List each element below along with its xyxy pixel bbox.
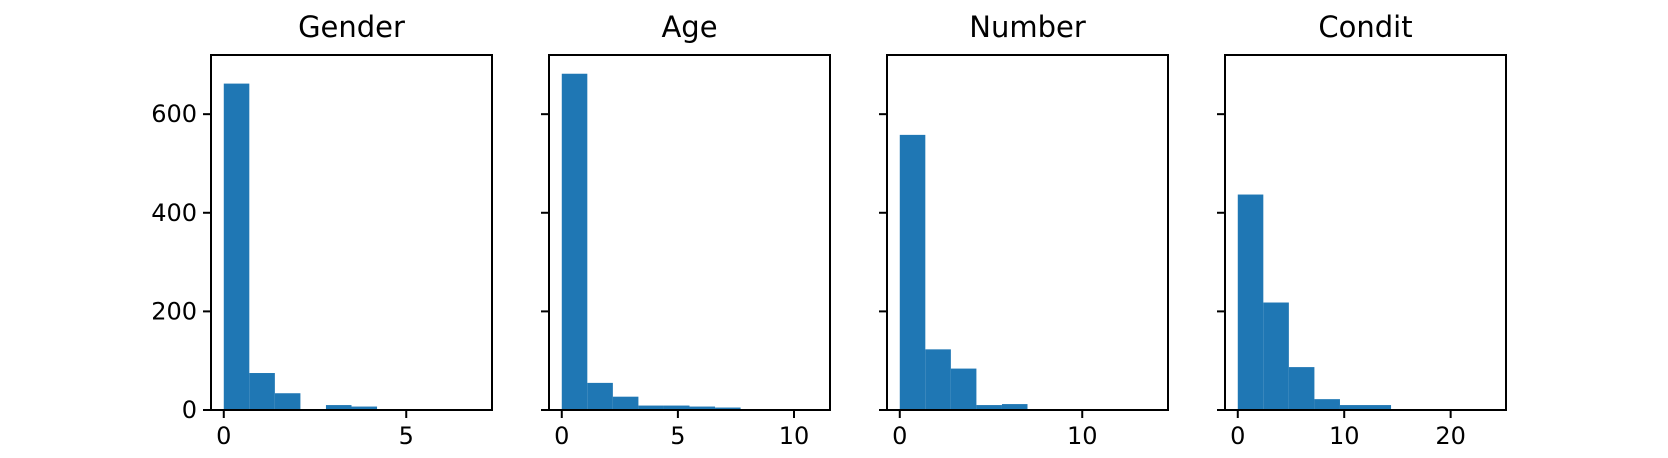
panel-condit: 0 10 20 Condit: [1217, 10, 1507, 450]
panel-title: Age: [661, 10, 717, 44]
histogram-bar: [223, 83, 250, 410]
histogram-bar: [1001, 404, 1028, 410]
histogram-bar: [1288, 367, 1315, 410]
panel-title: Number: [969, 10, 1086, 44]
panel-gender: 0 5 0 200 400 600 Gender: [151, 10, 493, 450]
y-tick-label: 400: [151, 199, 197, 227]
histogram-bar: [274, 393, 301, 410]
x-tick-label: 0: [1230, 422, 1245, 450]
histogram-bar: [325, 405, 352, 410]
axes-frame: [1224, 54, 1507, 411]
x-tick-label: 10: [779, 422, 810, 450]
y-tick-label: 0: [182, 396, 197, 424]
y-tick-label: 600: [151, 100, 197, 128]
x-tick-label: 0: [892, 422, 907, 450]
panel-title: Condit: [1318, 10, 1412, 44]
x-tick-label: 5: [670, 422, 685, 450]
histogram-bar: [899, 134, 926, 410]
panel-age: 0 5 10 Age: [541, 10, 831, 450]
y-tick-label: 200: [151, 297, 197, 325]
x-tick-label: 5: [399, 422, 414, 450]
x-tick-label: 20: [1435, 422, 1466, 450]
histogram-bar: [950, 368, 977, 410]
histogram-bar: [1263, 302, 1289, 410]
histogram-bar: [689, 406, 716, 410]
histogram-bar: [1237, 194, 1264, 410]
histogram-bar: [587, 382, 613, 410]
histogram-bar: [663, 405, 690, 410]
histogram-bar: [612, 396, 639, 410]
histogram-bar: [715, 407, 741, 410]
x-tick-label: 10: [1067, 422, 1098, 450]
x-tick-label: 0: [554, 422, 569, 450]
panel-number: 0 10 Number: [879, 10, 1169, 450]
histogram-bar: [1314, 399, 1340, 410]
x-tick-label: 10: [1329, 422, 1360, 450]
x-tick-label: 0: [216, 422, 231, 450]
histogram-bar: [976, 405, 1002, 410]
histogram-bar: [351, 406, 378, 410]
histogram-bar: [561, 73, 588, 410]
histogram-bar: [1365, 405, 1392, 410]
histogram-bar: [925, 349, 951, 410]
histogram-bar: [638, 405, 664, 410]
axes-frame: [548, 54, 831, 411]
histogram-bar: [249, 373, 275, 410]
histogram-bar: [1339, 405, 1366, 410]
axes-frame: [210, 54, 493, 411]
axes-frame: [886, 54, 1169, 411]
panel-title: Gender: [298, 10, 405, 44]
